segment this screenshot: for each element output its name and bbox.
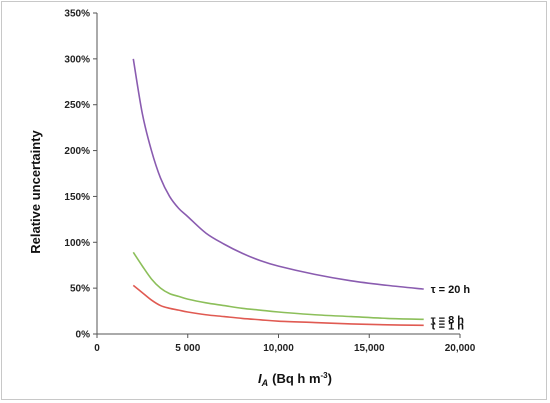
y-axis-title: Relative uncertainty <box>28 129 43 253</box>
y-tick-label: 150% <box>64 192 90 203</box>
x-axis-title-exponent: -3 <box>321 371 329 380</box>
series-annotation: τ = 8 h <box>431 314 465 326</box>
x-axis-title: IA (Bq h m-3) <box>258 371 332 388</box>
y-tick-label: 250% <box>64 100 90 111</box>
y-tick-label: 0% <box>76 330 91 341</box>
series-annotation: τ = 20 h <box>431 284 471 296</box>
series-line <box>132 284 424 327</box>
series-annotations: τ = 20 h τ = 8 hτ = 1 h <box>431 284 471 332</box>
x-tick-label: 0 <box>94 343 100 354</box>
x-tick-label: 5 000 <box>175 343 200 354</box>
y-tick-label: 200% <box>64 146 90 157</box>
x-axis-title-subscript: A <box>261 378 269 388</box>
x-tick-label: 10,000 <box>263 343 294 354</box>
y-tick-label: 300% <box>64 54 90 65</box>
series-line <box>132 251 424 321</box>
series-lines <box>132 58 424 327</box>
x-axis-title-units: (Bq h m <box>272 371 320 386</box>
y-tick-label: 50% <box>70 284 90 295</box>
x-tick-label: 20,000 <box>445 343 476 354</box>
y-tick-label: 350% <box>64 9 90 20</box>
x-tick-label: 15,000 <box>354 343 385 354</box>
y-axis-ticks: 0% 50% 100% 150% 200% 250% 300% 350% <box>64 9 97 341</box>
x-axis-title-symbol: I <box>258 371 262 386</box>
x-axis-ticks: 0 5 000 10,000 15,000 20,000 <box>94 334 476 354</box>
y-tick-label: 100% <box>64 238 90 249</box>
series-annotation: τ = 1 h <box>431 320 465 332</box>
x-axis-title-close: ) <box>328 371 332 386</box>
series-line <box>132 58 424 290</box>
